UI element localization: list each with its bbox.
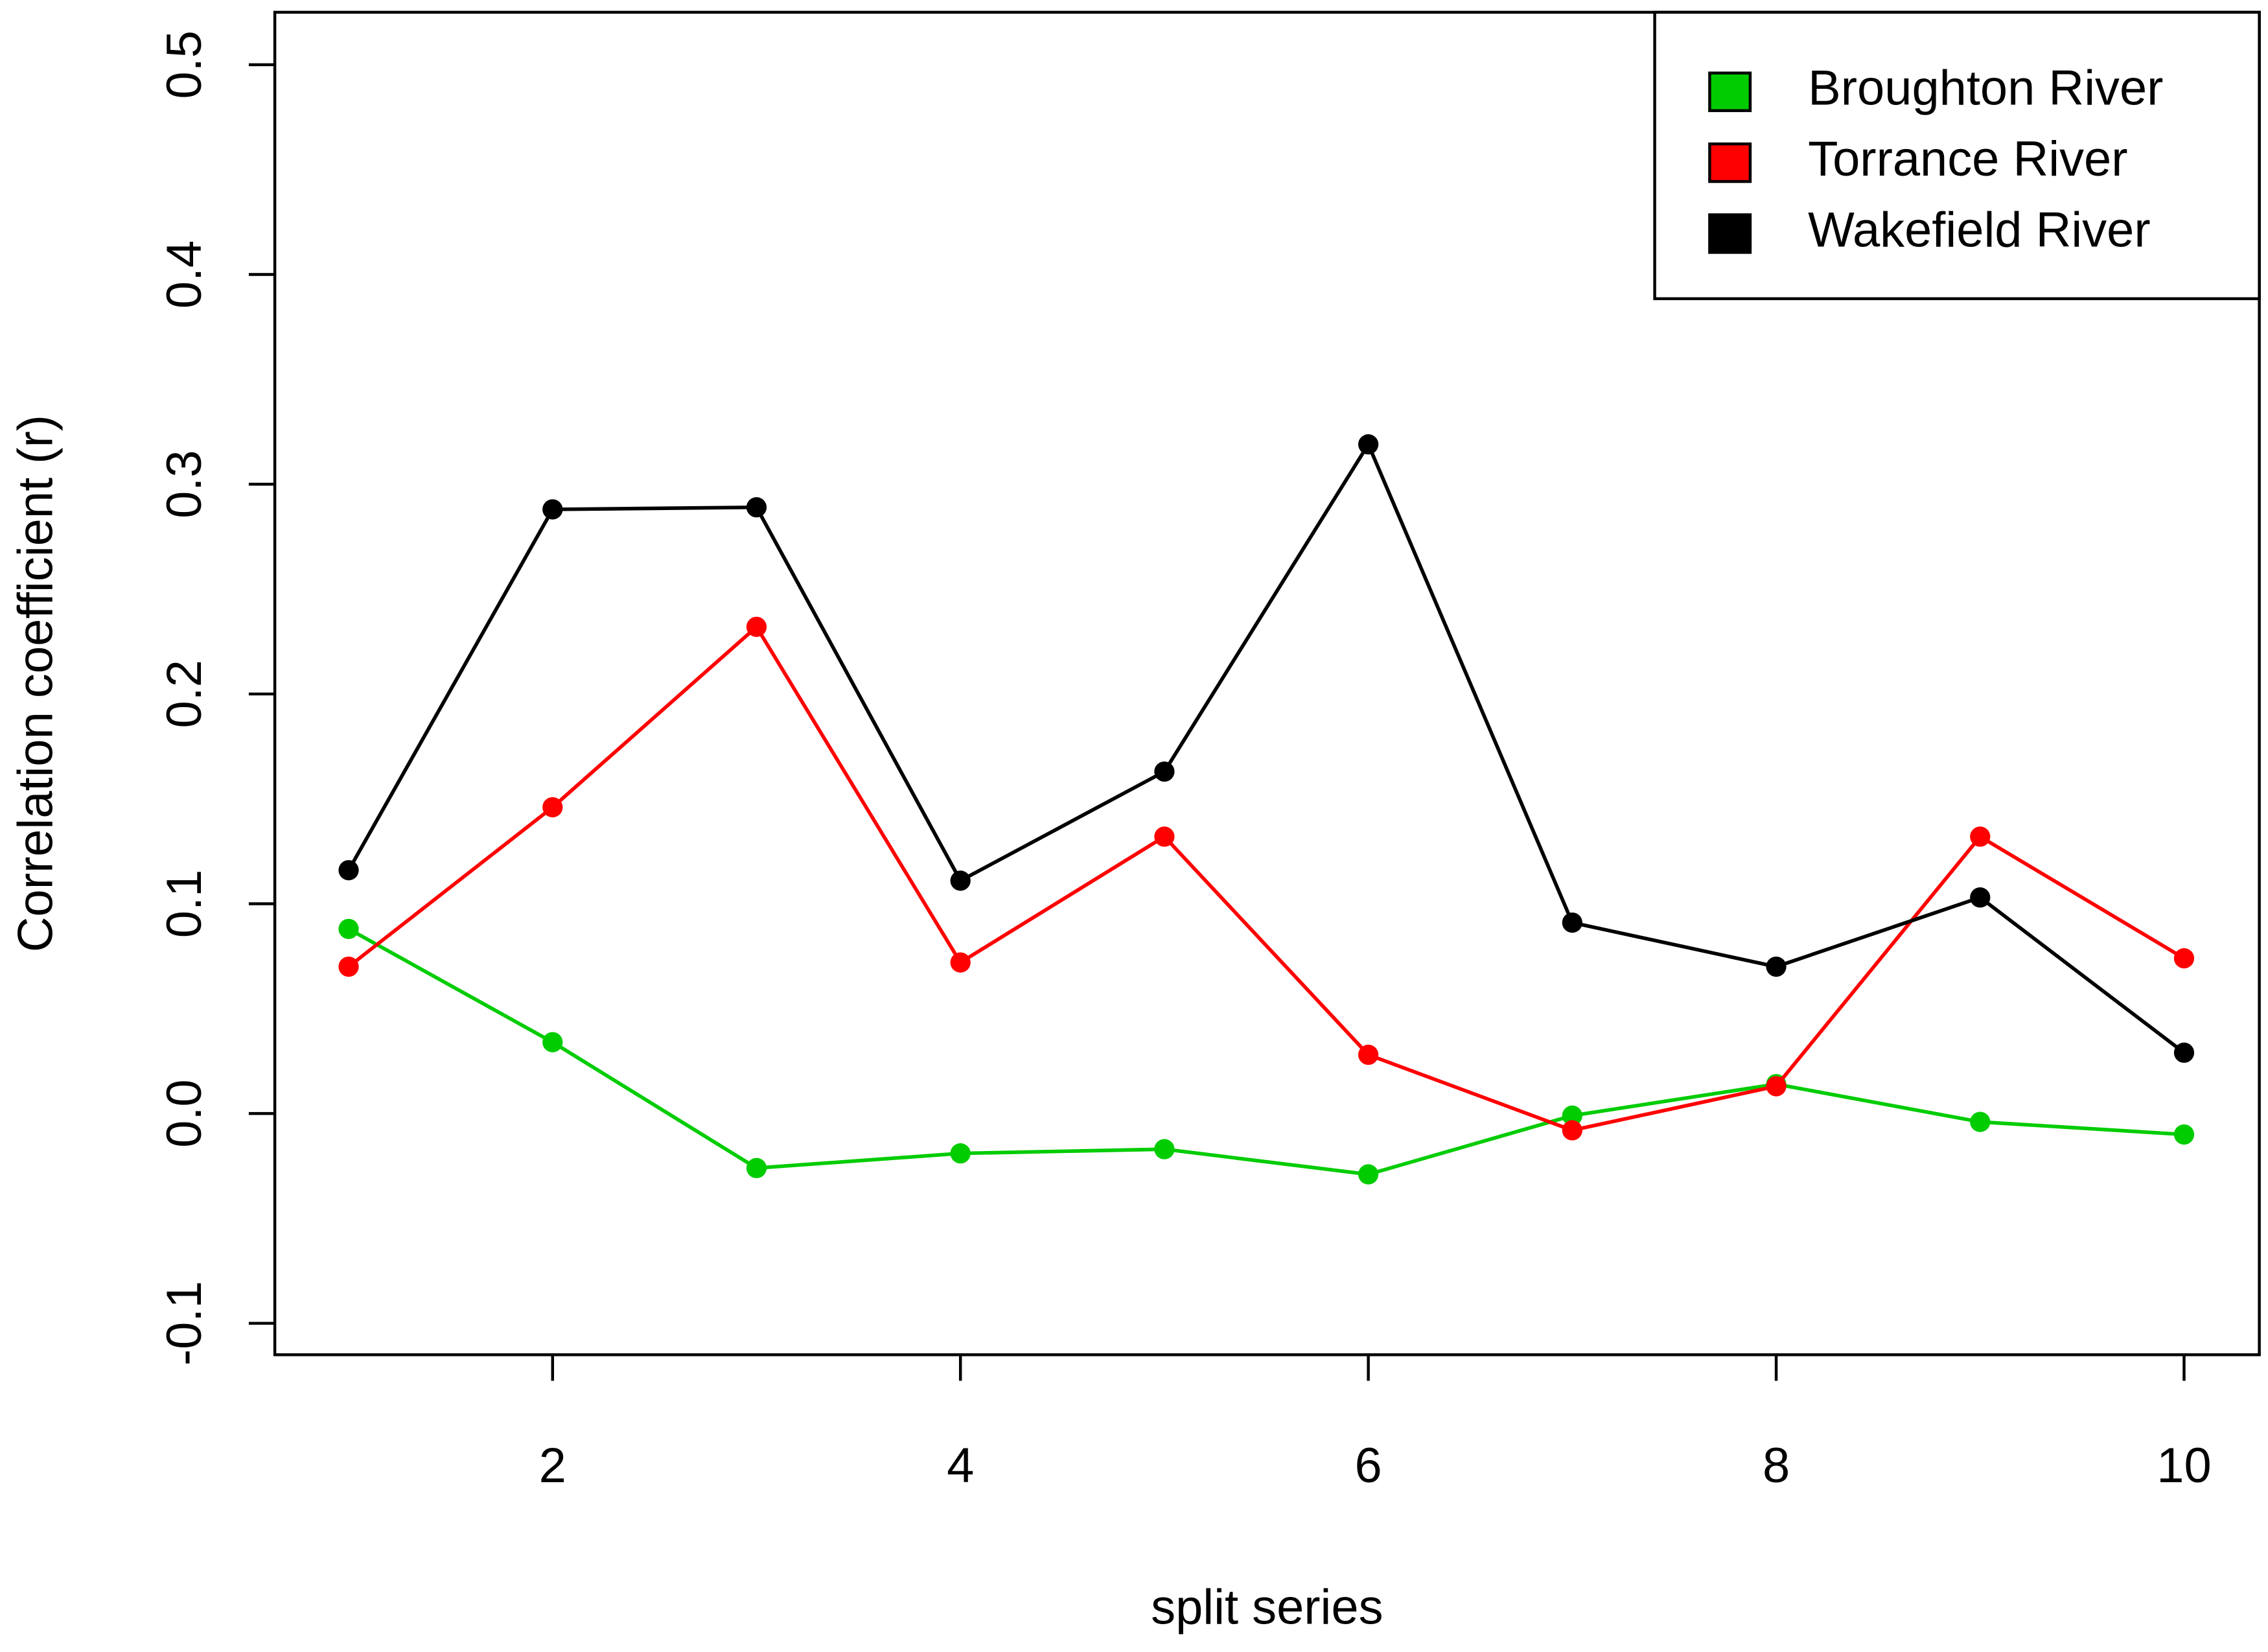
data-point bbox=[2173, 1042, 2195, 1063]
data-point bbox=[950, 1143, 971, 1164]
legend-swatch bbox=[1708, 213, 1752, 254]
x-tick-label: 4 bbox=[947, 1438, 974, 1493]
y-axis-label: Correlation coefficient (r) bbox=[8, 415, 63, 952]
y-tick-label: 0.0 bbox=[157, 1079, 212, 1147]
data-point bbox=[2173, 948, 2195, 969]
x-axis-label: split series bbox=[1151, 1580, 1383, 1635]
data-point bbox=[2173, 1124, 2195, 1145]
data-point bbox=[338, 956, 359, 977]
data-point bbox=[338, 918, 359, 939]
data-point bbox=[1766, 956, 1787, 977]
data-point bbox=[746, 1158, 767, 1178]
data-point bbox=[1766, 1076, 1787, 1097]
legend-box bbox=[1653, 10, 2261, 301]
y-tick-label: 0.3 bbox=[157, 450, 212, 518]
data-point bbox=[542, 1032, 563, 1053]
plot-frame bbox=[273, 10, 2261, 1356]
data-point bbox=[1562, 1120, 1582, 1141]
series-line bbox=[347, 927, 2184, 1176]
data-point bbox=[1970, 1111, 1991, 1132]
data-point bbox=[746, 616, 767, 637]
y-tick-label: 0.4 bbox=[157, 240, 212, 308]
x-tick-label: 6 bbox=[1355, 1438, 1382, 1493]
legend-label: Torrance River bbox=[1808, 132, 2127, 187]
data-point bbox=[1970, 887, 1991, 908]
series-line bbox=[347, 623, 2185, 1132]
data-point bbox=[1358, 1164, 1379, 1185]
legend-label: Broughton River bbox=[1808, 61, 2163, 116]
data-point bbox=[338, 860, 359, 881]
data-point bbox=[1154, 1139, 1175, 1159]
data-point bbox=[1358, 434, 1379, 455]
data-point bbox=[950, 870, 971, 891]
x-tick-label: 2 bbox=[539, 1438, 566, 1493]
data-point bbox=[1562, 912, 1582, 933]
y-tick-label: 0.5 bbox=[157, 30, 212, 99]
data-point bbox=[1358, 1044, 1379, 1065]
data-point bbox=[1970, 826, 1991, 847]
series-line bbox=[347, 440, 2186, 1054]
legend-swatch bbox=[1708, 142, 1752, 183]
data-point bbox=[1562, 1105, 1582, 1126]
legend-swatch bbox=[1708, 71, 1752, 112]
data-point bbox=[746, 497, 767, 518]
x-tick-label: 10 bbox=[2157, 1438, 2211, 1493]
data-point bbox=[1154, 761, 1175, 782]
data-point bbox=[542, 499, 563, 520]
x-tick-label: 8 bbox=[1763, 1438, 1790, 1493]
y-tick-label: 0.1 bbox=[157, 870, 212, 938]
data-point bbox=[1154, 826, 1175, 847]
data-point bbox=[950, 952, 971, 973]
data-point bbox=[542, 797, 563, 818]
y-tick-label: -0.1 bbox=[157, 1281, 212, 1366]
legend-label: Wakefield River bbox=[1808, 202, 2150, 257]
y-tick-label: 0.2 bbox=[157, 660, 212, 728]
